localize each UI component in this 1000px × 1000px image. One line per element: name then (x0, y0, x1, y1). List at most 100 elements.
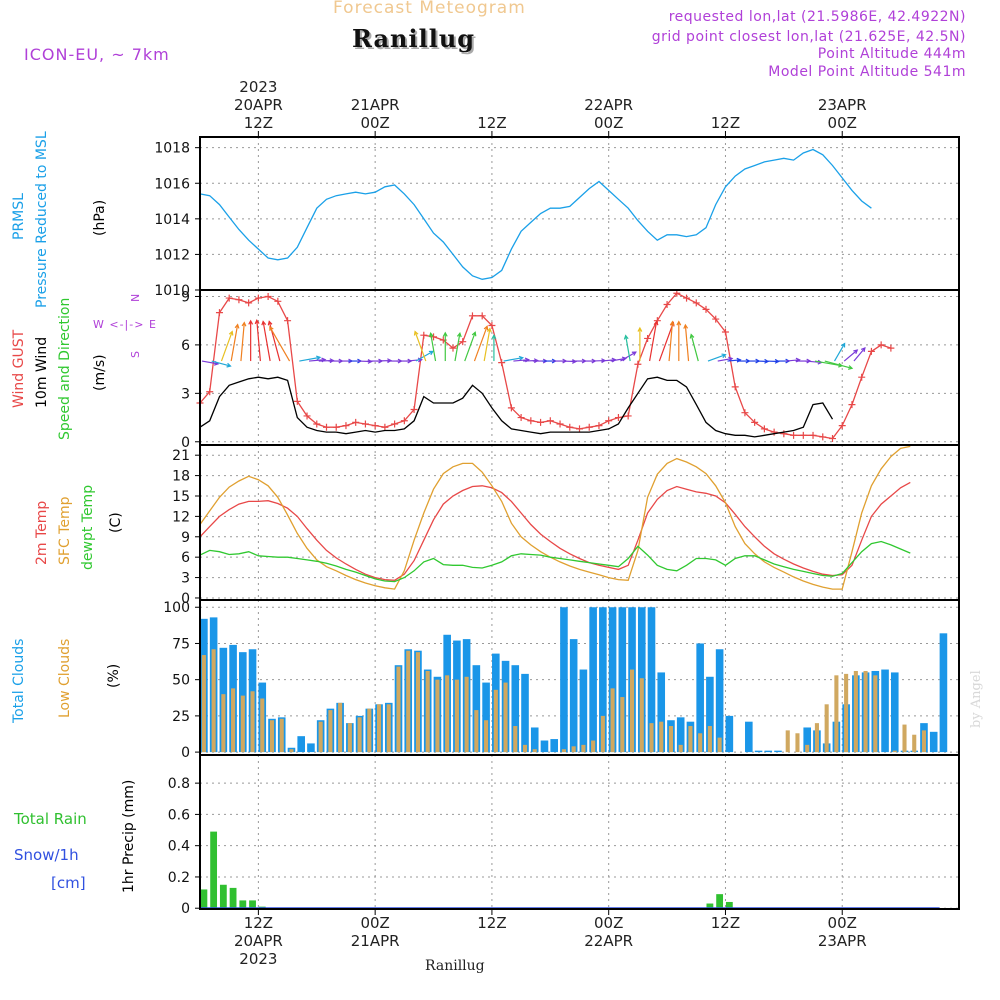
low_clouds-bar (785, 730, 790, 753)
low_clouds-bar (338, 702, 343, 753)
gust-marker (702, 305, 710, 313)
low_clouds-bar (561, 749, 566, 753)
low_clouds-bar (201, 655, 206, 753)
low_clouds-bar (493, 689, 498, 753)
wind-arrow-head (847, 365, 854, 370)
low_clouds-bar (581, 744, 586, 753)
wind-arrow-head (261, 320, 267, 326)
gust-marker (206, 388, 214, 396)
wind-arrow (513, 359, 529, 362)
panel-frame (199, 754, 960, 910)
gust-marker (391, 420, 399, 428)
y-tick-label: 1012 (154, 247, 190, 263)
low_clouds-bar (698, 733, 703, 753)
wind-arrow (727, 359, 741, 362)
gust-marker (332, 423, 340, 431)
y-tick-label: 0.2 (168, 870, 190, 886)
low_clouds-bar (503, 682, 508, 753)
dewpt-line (199, 540, 911, 583)
x-bottom-tick-label: 00Z (360, 914, 389, 932)
low_clouds-bar (377, 704, 382, 753)
wind-arrow-head (228, 330, 234, 336)
gust-marker (293, 397, 301, 405)
gust-marker (760, 425, 768, 433)
gust-marker (537, 418, 545, 426)
y-tick-label: 100 (163, 600, 190, 616)
rain-bar (239, 900, 247, 909)
total_clouds-bar (696, 643, 704, 753)
y-tick-label: 18 (172, 469, 190, 485)
gust-marker (488, 322, 496, 330)
low_clouds-bar (571, 746, 576, 753)
y-tick-label: 1018 (154, 141, 190, 157)
gust-marker (546, 417, 554, 425)
low_clouds-bar (844, 673, 849, 753)
gust-marker (644, 334, 652, 342)
wind-arrow (211, 360, 231, 367)
low_clouds-bar (474, 710, 479, 753)
x-bottom-tick-label: 12Z (477, 914, 506, 932)
x-top-tick-label: 23APR (818, 96, 867, 114)
wind-arrow-head (721, 353, 727, 359)
compass-label: W <-|-> E (93, 318, 157, 331)
total_clouds-bar (530, 727, 539, 753)
wind-arrow (658, 322, 674, 362)
wind-arrow-head (442, 331, 448, 337)
wind-arrow-head (683, 323, 689, 329)
total_clouds-bar (550, 739, 558, 753)
gust-marker (858, 373, 866, 381)
low_clouds-bar (921, 730, 927, 753)
low_clouds-bar (532, 749, 537, 753)
total_clouds-bar (599, 607, 607, 753)
wind-arrow (690, 334, 699, 362)
wind-arrow-head (486, 327, 492, 333)
wind-arrow-head (428, 332, 434, 338)
total-rain-label: Total Rain (14, 810, 87, 828)
x-top-tick-label: 00Z (594, 114, 623, 132)
gust-marker (498, 359, 506, 367)
gust-marker (877, 341, 885, 349)
total_clouds-bar (589, 607, 597, 753)
low_clouds-bar (415, 652, 421, 753)
total_clouds-bar (540, 740, 549, 753)
product-title: Forecast Meteogram (333, 0, 526, 18)
low_clouds-bar (386, 704, 391, 753)
low_clouds-bar (289, 749, 294, 753)
gust-marker (410, 405, 418, 413)
low_clouds-bar (484, 720, 489, 753)
gust-marker (790, 431, 798, 439)
total_clouds-bar (560, 607, 568, 753)
x-top-tick-label: 12Z (711, 114, 740, 132)
rain-bar (725, 901, 733, 909)
y-tick-label: 0 (181, 591, 190, 607)
total_clouds-bar (307, 743, 315, 753)
low_clouds-bar (824, 704, 829, 753)
low_clouds-bar (668, 726, 674, 753)
wind-arrow (625, 335, 631, 362)
wind-arrow (464, 332, 476, 362)
total_clouds-bar (725, 715, 734, 753)
wind-arrow-head (623, 334, 629, 340)
y-tick-label: 3 (181, 571, 190, 587)
x-top-tick-label: 2023 (239, 78, 277, 96)
low_clouds-bar (805, 744, 810, 753)
x-top-tick-label: 12Z (477, 114, 506, 132)
total_clouds-bar (929, 731, 938, 753)
wind-arrow (220, 331, 233, 362)
y-tick-label: 1010 (154, 283, 190, 299)
wind-arrow-head (456, 332, 462, 338)
total_clouds-bar (706, 676, 714, 753)
wind-arrow (717, 357, 733, 362)
low_clouds-bar (591, 740, 596, 753)
gust-marker (264, 292, 272, 300)
low_clouds-bar (863, 670, 868, 753)
pressure-line (199, 148, 872, 280)
wind-arrow-head (840, 342, 846, 348)
y-tick-label: 12 (172, 509, 190, 525)
x-top-tick-label: 00Z (828, 114, 857, 132)
gust-marker (371, 422, 379, 430)
y-tick-label: 6 (181, 338, 190, 354)
wind-arrow (483, 328, 491, 362)
low_clouds-bar (912, 734, 917, 753)
